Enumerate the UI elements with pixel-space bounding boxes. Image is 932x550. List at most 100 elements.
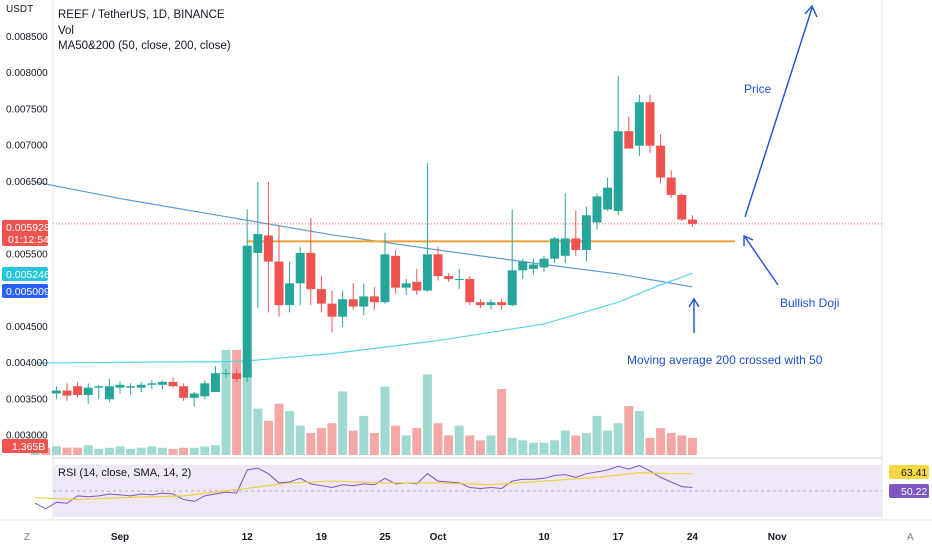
volume-bar xyxy=(656,428,666,455)
ma50-line xyxy=(35,272,693,364)
volume-bar xyxy=(624,406,634,455)
candle-down xyxy=(348,299,358,307)
candle-down xyxy=(412,281,422,291)
candle-up xyxy=(242,245,252,378)
candle-up xyxy=(380,254,390,303)
volume-bar xyxy=(338,391,348,455)
volume-bar xyxy=(592,415,602,455)
volume-bar xyxy=(285,411,295,455)
volume-bar xyxy=(391,425,401,455)
volume-bar xyxy=(380,386,390,455)
candle-up xyxy=(634,102,644,146)
last-price-value: 0.005928 xyxy=(6,222,50,234)
rsi-indicator-label[interactable]: RSI (14, close, SMA, 14, 2) xyxy=(58,467,192,479)
volume-bar xyxy=(412,428,422,455)
volume-bar xyxy=(136,447,146,455)
volume-bar xyxy=(242,362,252,455)
candle-down xyxy=(327,303,337,317)
ma50-badge-value: 0.005246 xyxy=(6,269,50,281)
volume-bar xyxy=(295,425,305,455)
price-tick-label: 0.004000 xyxy=(6,358,48,369)
volume-bar xyxy=(210,445,220,455)
candle-up xyxy=(550,238,560,259)
currency-label: USDT xyxy=(6,4,34,15)
candle-up xyxy=(189,393,199,398)
price-axis-ticks: 0.008500 0.008000 0.007500 0.007000 0.006500… xyxy=(6,32,48,442)
volume-bar xyxy=(51,446,61,455)
volume-bar xyxy=(539,442,549,455)
rsi-line xyxy=(34,464,693,510)
ma50-badge: 0.005246 xyxy=(2,267,50,281)
candle-up xyxy=(454,278,464,280)
candlesticks[interactable] xyxy=(51,76,697,407)
volume-bar xyxy=(369,433,379,455)
candle-up xyxy=(295,252,305,284)
volume-bar xyxy=(221,349,231,455)
countdown-value: 01:12:54 xyxy=(8,234,49,246)
candle-up xyxy=(126,386,136,388)
candle-up xyxy=(592,196,602,223)
candle-down xyxy=(306,252,316,290)
candle-down xyxy=(571,238,581,251)
candle-up xyxy=(422,254,432,291)
candle-down xyxy=(465,278,475,303)
volume-bar xyxy=(94,448,104,455)
candle-down xyxy=(475,302,485,306)
candle-up xyxy=(486,302,496,306)
candle-up xyxy=(136,384,146,388)
time-tick-label: 25 xyxy=(379,532,391,543)
ma-indicator-label[interactable]: MA50&200 (50, close, 200, close) xyxy=(58,40,231,52)
candle-down xyxy=(263,235,273,262)
candle-down xyxy=(73,386,83,395)
volume-bar xyxy=(348,430,358,455)
left-corner-label[interactable]: Z xyxy=(24,532,30,543)
candle-up xyxy=(115,384,125,388)
price-tick-label: 0.004500 xyxy=(6,322,48,333)
volume-badge: 1.365B xyxy=(2,439,48,453)
time-tick-label: 10 xyxy=(538,532,550,543)
volume-bar xyxy=(126,448,136,455)
volume-bar xyxy=(115,446,125,455)
candle-down xyxy=(391,255,401,288)
symbol-title[interactable]: REEF / TetherUS, 1D, BINANCE xyxy=(58,9,225,21)
volume-bar xyxy=(497,389,507,455)
rsi-sma-badge: 50.22 xyxy=(889,484,929,498)
candle-up xyxy=(401,283,411,288)
rsi-value: 63.41 xyxy=(901,467,927,479)
volume-bar xyxy=(603,430,613,455)
candle-up xyxy=(528,264,538,269)
time-tick-label: 19 xyxy=(316,532,328,543)
volume-bar xyxy=(634,411,644,455)
time-tick-label: Oct xyxy=(430,532,447,543)
candle-up xyxy=(338,299,348,317)
annotation-price: Price xyxy=(744,82,772,96)
price-arrow-head xyxy=(804,4,818,18)
doji-arrow-head xyxy=(743,234,754,246)
volume-bar xyxy=(486,435,496,455)
candle-up xyxy=(83,387,93,395)
volume-bar xyxy=(687,437,697,455)
candle-up xyxy=(94,386,104,388)
volume-indicator-label[interactable]: Vol xyxy=(58,25,74,37)
candle-up xyxy=(253,234,263,253)
candle-up xyxy=(221,373,231,375)
candle-up xyxy=(104,386,114,400)
candle-down xyxy=(444,276,454,279)
volume-bar xyxy=(433,423,443,455)
annotation-bullish-doji: Bullish Doji xyxy=(780,296,839,310)
volume-bar xyxy=(263,420,273,455)
time-axis-ticks: Sep 12 19 25 Oct 10 17 24 Nov xyxy=(111,532,787,543)
volume-bar xyxy=(454,425,464,455)
volume-bar xyxy=(62,447,72,455)
right-corner-label[interactable]: A xyxy=(907,532,914,543)
time-tick-label: 17 xyxy=(613,532,625,543)
candle-down xyxy=(433,254,443,277)
volume-bar xyxy=(327,423,337,455)
volume-bar xyxy=(666,433,676,455)
candle-down xyxy=(687,219,697,224)
volume-bar xyxy=(581,433,591,455)
volume-bar xyxy=(306,433,316,455)
time-tick-label: 12 xyxy=(242,532,254,543)
candle-up xyxy=(157,381,167,385)
